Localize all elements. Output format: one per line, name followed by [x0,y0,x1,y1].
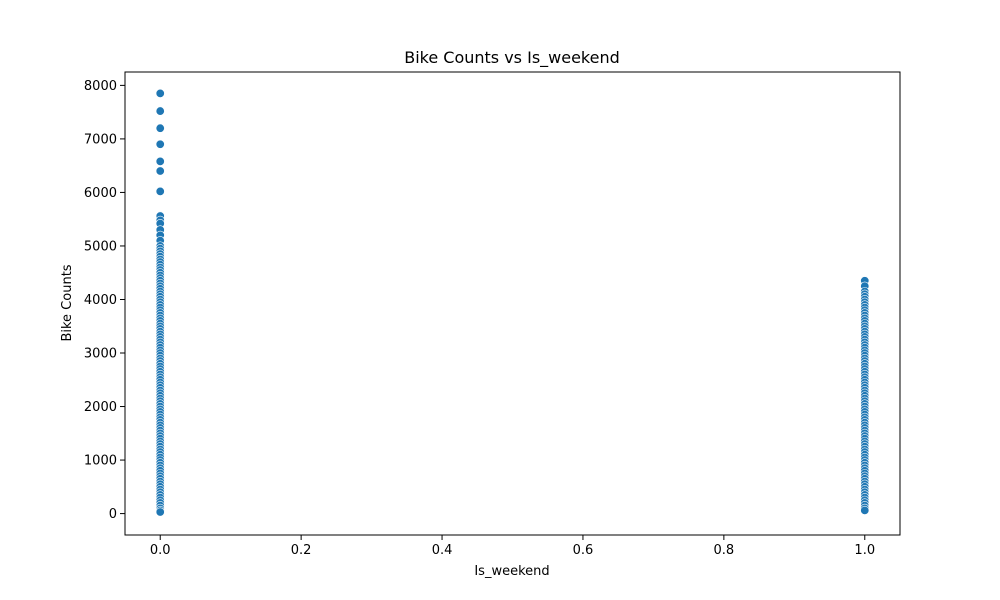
plot-area-frame [124,71,901,536]
x-tick-label: 0.2 [291,543,312,558]
x-tick-label: 0.0 [150,543,171,558]
scatter-point [155,156,165,166]
y-tick-label: 3000 [84,347,117,362]
scatter-point [155,88,165,98]
chart-title: Bike Counts vs Is_weekend [404,48,620,68]
scatter-point [155,139,165,149]
y-tick-label: 6000 [84,186,117,201]
y-tick-label: 2000 [84,400,117,415]
y-axis: 0 1000 2000 3000 4000 5000 6000 7000 8000 [84,79,125,522]
y-tick-label: 8000 [84,79,117,94]
x-tick-label: 0.8 [714,543,735,558]
scatter-point [155,186,165,196]
x-axis-label: Is_weekend [474,564,549,579]
y-tick-label: 1000 [84,454,117,469]
scatter-point [155,106,165,116]
scatter-point [155,166,165,176]
x-tick-label: 1.0 [854,543,875,558]
scatter-points [155,88,870,517]
scatter-point [155,507,165,517]
y-tick-label: 0 [109,507,117,522]
scatter-point [860,505,870,515]
y-axis-label: Bike Counts [60,264,75,341]
x-tick-label: 0.4 [432,543,453,558]
y-tick-label: 7000 [84,132,117,147]
y-tick-label: 5000 [84,239,117,254]
x-axis: 0.0 0.2 0.4 0.6 0.8 1.0 [150,535,875,558]
scatter-point [155,123,165,133]
x-tick-label: 0.6 [573,543,594,558]
y-tick-label: 4000 [84,293,117,308]
